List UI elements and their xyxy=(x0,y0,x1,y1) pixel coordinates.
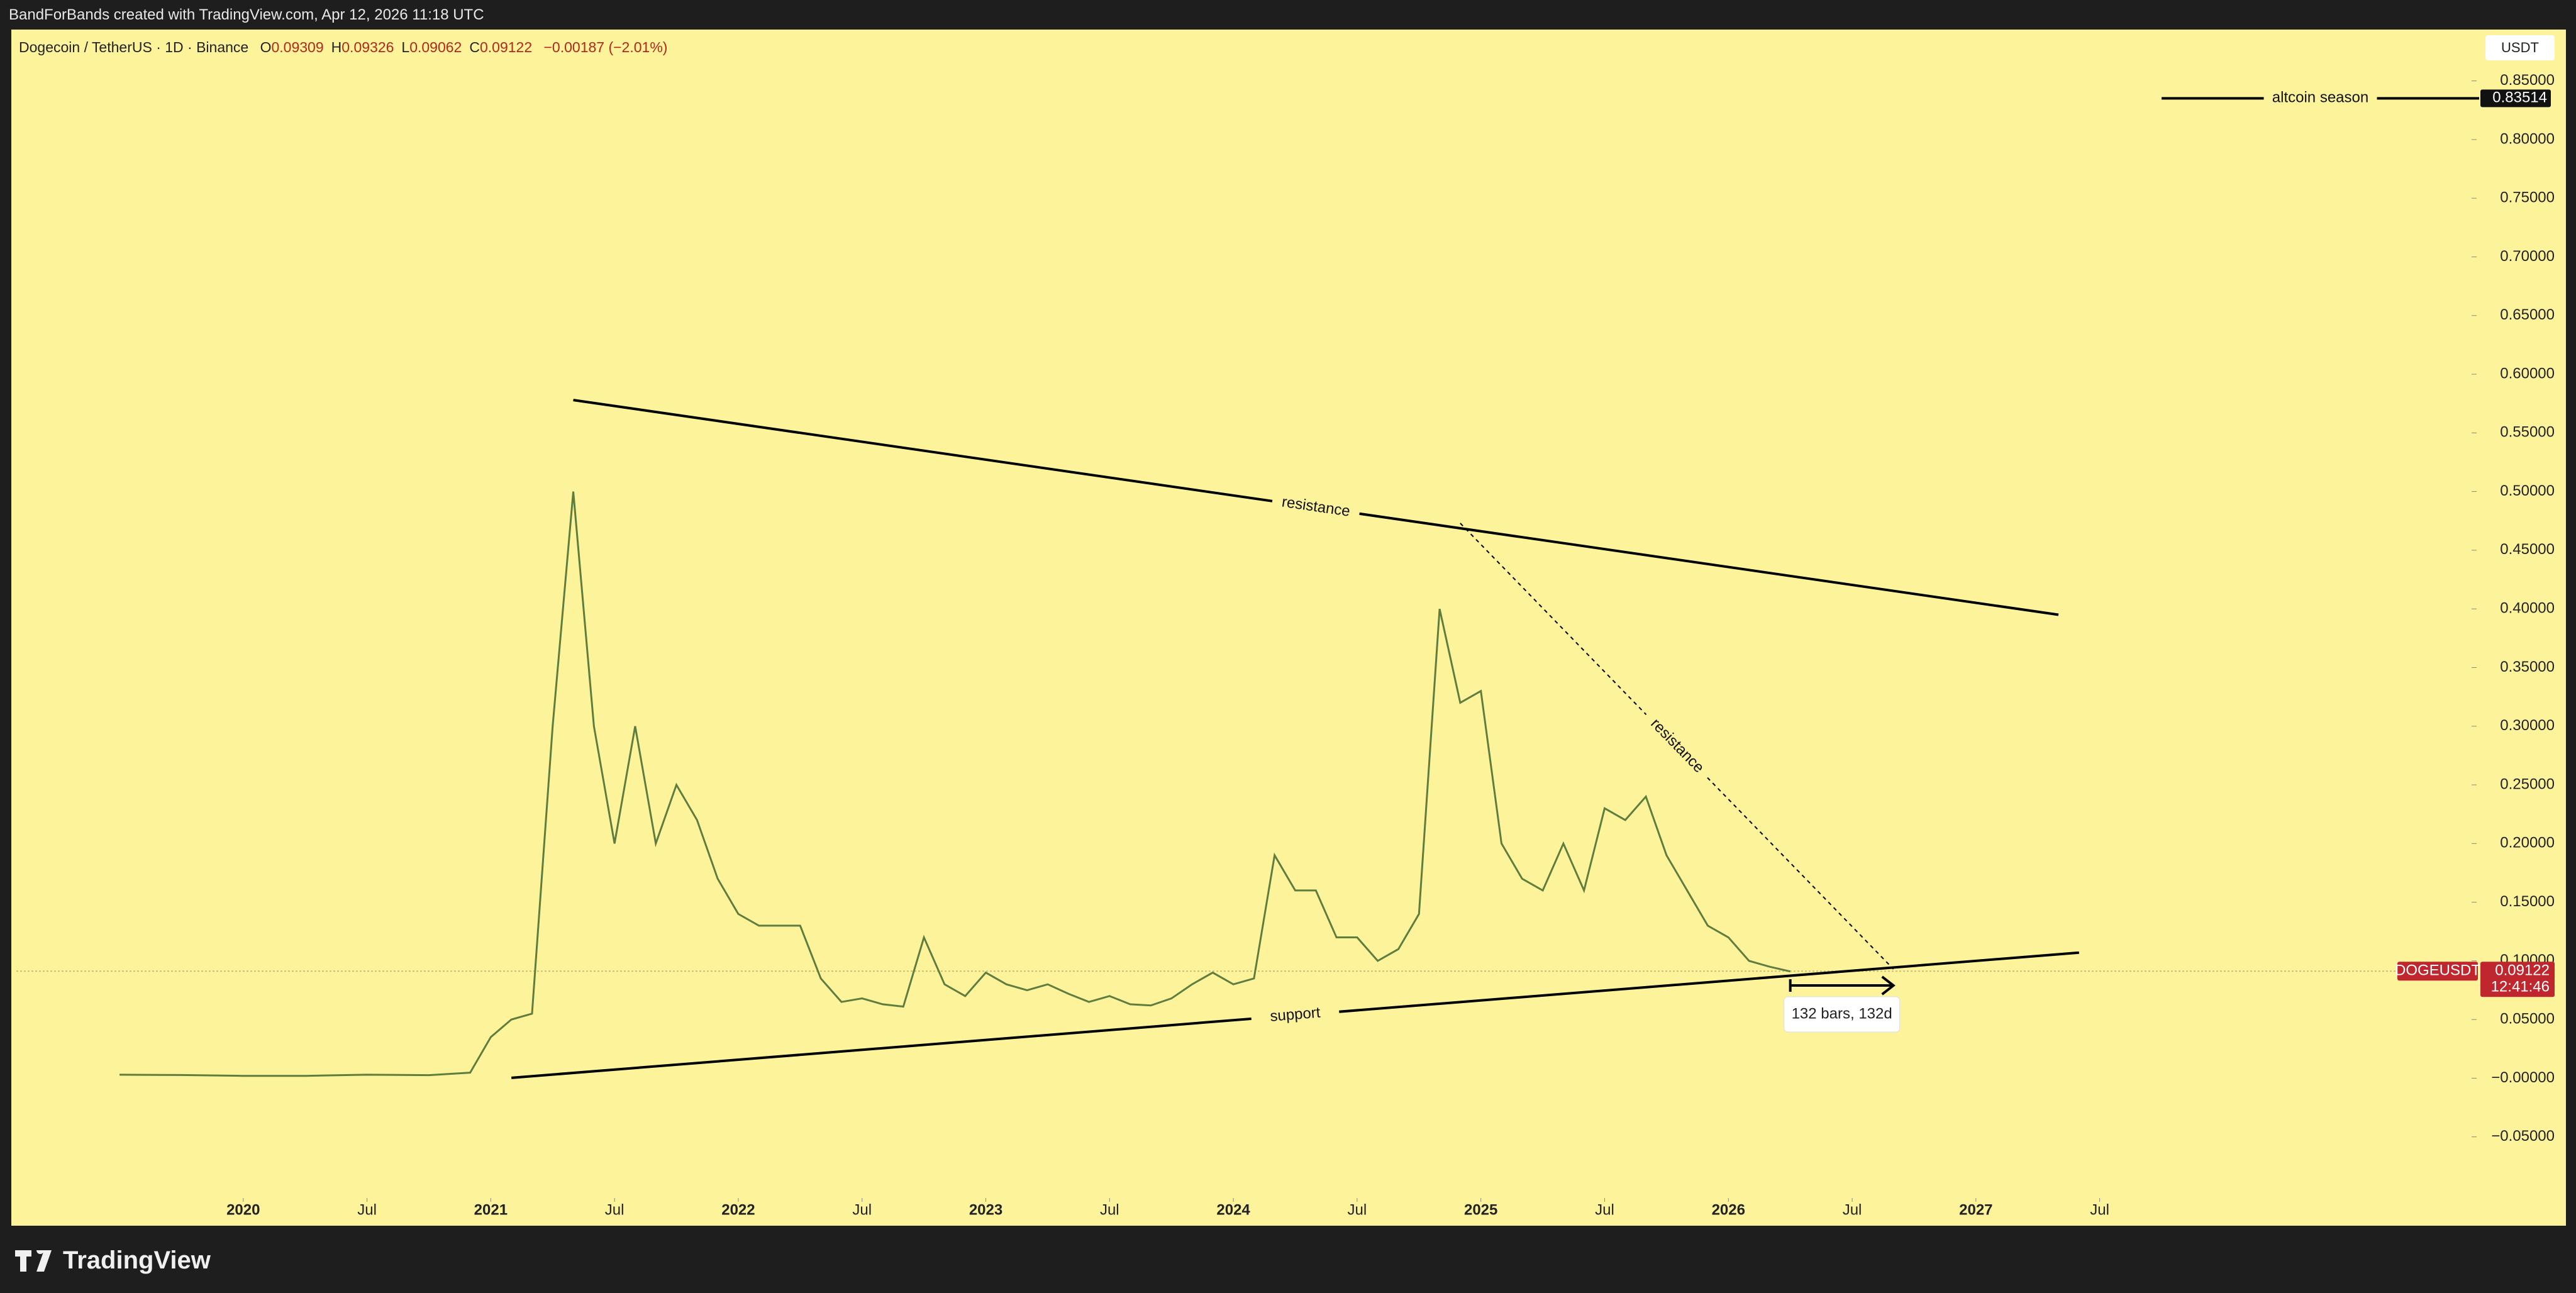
hline-value: 0.83514 xyxy=(2492,89,2547,106)
x-tick-label: Jul xyxy=(1348,1201,1367,1218)
y-tick-label: 0.05000 xyxy=(2500,1010,2555,1027)
measure-arrowhead xyxy=(1881,975,1896,996)
x-tick-label: Jul xyxy=(1843,1201,1862,1218)
x-tick-label: 2026 xyxy=(1712,1201,1745,1218)
x-tick-label: 2025 xyxy=(1464,1201,1497,1218)
y-tick-label: 0.30000 xyxy=(2500,717,2555,734)
y-tick-label: 0.70000 xyxy=(2500,248,2555,265)
credit: BandForBands created with TradingView.co… xyxy=(9,6,484,23)
x-tick-label: Jul xyxy=(852,1201,872,1218)
y-tick-label: 0.20000 xyxy=(2500,835,2555,852)
y-tick-label: 0.35000 xyxy=(2500,658,2555,675)
symbol-title: Dogecoin / TetherUS · 1D · Binance xyxy=(19,39,249,55)
y-tick-label: 0.60000 xyxy=(2500,365,2555,382)
y-tick-label: 0.55000 xyxy=(2500,424,2555,441)
footer: TradingView xyxy=(15,1246,211,1275)
last-price: 0.09122 xyxy=(2495,962,2550,979)
y-tick-label: −0.00000 xyxy=(2491,1069,2555,1086)
hline-value-bg xyxy=(2480,89,2551,108)
x-tick-label: Jul xyxy=(1595,1201,1614,1218)
y-tick-label: 0.75000 xyxy=(2500,189,2555,206)
trendline-label-bg xyxy=(1639,708,1715,785)
y-tick-label: 0.50000 xyxy=(2500,482,2555,499)
ohlc-value: 0.09122 xyxy=(479,39,533,55)
change: −0.00187 (−2.01%) xyxy=(543,39,668,55)
x-tick-label: 2027 xyxy=(1959,1201,1992,1218)
y-tick-label: 0.45000 xyxy=(2500,541,2555,558)
x-tick-label: 2021 xyxy=(474,1201,508,1218)
x-tick-label: Jul xyxy=(605,1201,625,1218)
brand: TradingView xyxy=(63,1246,211,1274)
y-tick-label: 0.15000 xyxy=(2500,893,2555,910)
x-tick-label: Jul xyxy=(1100,1201,1119,1218)
symbol-label-bg xyxy=(2397,962,2478,981)
y-tick-label: −0.05000 xyxy=(2491,1128,2555,1145)
hline-label-bg xyxy=(2263,89,2377,108)
trendline-label-bg xyxy=(1250,1001,1340,1029)
ohlc-value: 0.09326 xyxy=(341,39,394,55)
measure-label: 132 bars, 132d xyxy=(1792,1005,1892,1022)
symbol-label: DOGEUSDT xyxy=(2395,962,2480,979)
x-tick-label: Jul xyxy=(357,1201,377,1218)
x-tick-label: 2023 xyxy=(969,1201,1002,1218)
y-tick-label: 0.25000 xyxy=(2500,775,2555,792)
price-line xyxy=(119,491,1790,1077)
last-price-bg xyxy=(2480,962,2555,997)
hline-label: altcoin season xyxy=(2272,89,2368,106)
ohlc-value: 0.09062 xyxy=(409,39,462,55)
y-tick-label: 0.40000 xyxy=(2500,600,2555,617)
ohlc-label: L xyxy=(401,39,410,55)
y-tick-label: 0.85000 xyxy=(2500,72,2555,89)
trendline-label: support xyxy=(1269,1004,1321,1025)
trendline-label-group: support xyxy=(1250,1001,1340,1029)
symbol-header: Dogecoin / TetherUS · 1D · Binance O0.09… xyxy=(19,39,667,56)
measure-box xyxy=(1784,996,1901,1033)
ohlc-label: H xyxy=(331,39,342,55)
ohlc-label: O xyxy=(260,39,272,55)
ohlc: O0.09309 H0.09326 L0.09062 C0.09122 xyxy=(253,39,533,55)
unit-button[interactable]: USDT xyxy=(2485,35,2555,60)
plot-background xyxy=(11,30,2566,1226)
y-tick-label: 0.80000 xyxy=(2500,130,2555,147)
countdown: 12:41:46 xyxy=(2491,979,2550,996)
trendline-label-bg xyxy=(1270,491,1361,524)
x-tick-label: 2022 xyxy=(721,1201,755,1218)
x-tick-label: Jul xyxy=(2090,1201,2109,1218)
y-tick-label: 0.65000 xyxy=(2500,306,2555,323)
ohlc-value: 0.09309 xyxy=(271,39,324,55)
ohlc-label: C xyxy=(469,39,480,55)
logo xyxy=(15,1250,52,1272)
x-tick-label: 2024 xyxy=(1216,1201,1250,1218)
x-tick-label: 2020 xyxy=(226,1201,260,1218)
